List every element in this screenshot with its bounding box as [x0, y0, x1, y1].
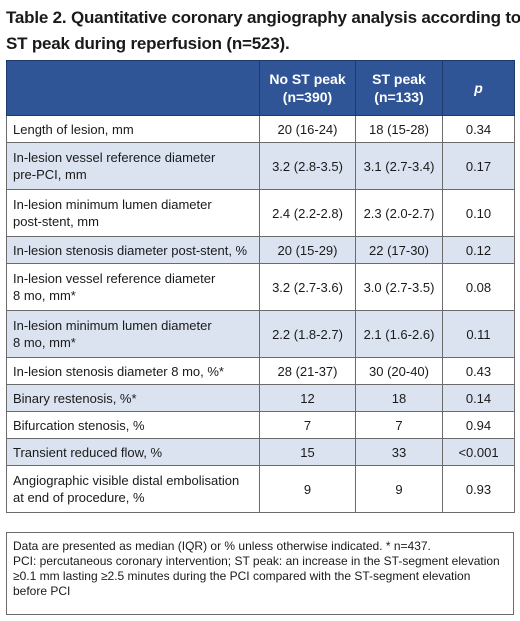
- cell-st-peak: 18: [355, 384, 443, 412]
- row-label-line-1: Angiographic visible distal embolisation: [13, 473, 240, 488]
- header-no-st-peak-n: (n=390): [282, 89, 333, 105]
- cell-no-st-peak: 20 (16-24): [259, 115, 356, 143]
- header-st-peak-name: ST peak: [372, 71, 426, 87]
- row-label-line-1: In-lesion vessel reference diameter: [13, 271, 216, 286]
- cell-p-value: <0.001: [442, 438, 515, 466]
- header-label: [6, 60, 260, 116]
- header-no-st-peak-name: No ST peak: [269, 71, 346, 87]
- footnote-line-4: before PCI: [13, 584, 71, 598]
- header-st-peak-n: (n=133): [374, 89, 424, 105]
- row-label-line-2: 8 mo, mm*: [13, 288, 76, 303]
- table-row: Angiographic visible distal embolisation…: [6, 465, 515, 513]
- cell-no-st-peak: 2.2 (1.8-2.7): [259, 310, 356, 358]
- footnote-line-3: ≥0.1 mm lasting ≥2.5 minutes during the …: [13, 569, 471, 583]
- row-label: Bifurcation stenosis, %: [6, 411, 260, 439]
- cell-p-value: 0.93: [442, 465, 515, 513]
- row-label: In-lesion minimum lumen diameter post-st…: [6, 189, 260, 237]
- footnote-line-2: PCI: percutaneous coronary intervention;…: [13, 554, 500, 568]
- cell-no-st-peak: 9: [259, 465, 356, 513]
- cell-no-st-peak: 28 (21-37): [259, 357, 356, 385]
- qca-table: No ST peak (n=390) ST peak (n=133) p Len…: [6, 60, 515, 513]
- row-label: Binary restenosis, %*: [6, 384, 260, 412]
- table-row: Transient reduced flow, % 15 33 <0.001: [6, 438, 515, 466]
- cell-no-st-peak: 7: [259, 411, 356, 439]
- table-row: Bifurcation stenosis, % 7 7 0.94: [6, 411, 515, 439]
- row-label: In-lesion vessel reference diameter pre-…: [6, 142, 260, 190]
- table-row: Binary restenosis, %* 12 18 0.14: [6, 384, 515, 412]
- table-row: In-lesion vessel reference diameter 8 mo…: [6, 263, 515, 311]
- cell-p-value: 0.11: [442, 310, 515, 358]
- footnote-line-1: Data are presented as median (IQR) or % …: [13, 539, 431, 553]
- table-row: Length of lesion, mm 20 (16-24) 18 (15-2…: [6, 115, 515, 143]
- table-row: In-lesion stenosis diameter post-stent, …: [6, 236, 515, 264]
- cell-p-value: 0.08: [442, 263, 515, 311]
- cell-st-peak: 3.1 (2.7-3.4): [355, 142, 443, 190]
- cell-p-value: 0.34: [442, 115, 515, 143]
- row-label-line-2: 8 mo, mm*: [13, 335, 76, 350]
- cell-st-peak: 7: [355, 411, 443, 439]
- row-label-line-1: In-lesion vessel reference diameter: [13, 150, 216, 165]
- cell-st-peak: 9: [355, 465, 443, 513]
- cell-no-st-peak: 20 (15-29): [259, 236, 356, 264]
- cell-st-peak: 2.3 (2.0-2.7): [355, 189, 443, 237]
- row-label: Length of lesion, mm: [6, 115, 260, 143]
- row-label-line-1: In-lesion minimum lumen diameter: [13, 197, 212, 212]
- table-footnote: Data are presented as median (IQR) or % …: [6, 532, 514, 615]
- row-label: Transient reduced flow, %: [6, 438, 260, 466]
- row-label: In-lesion vessel reference diameter 8 mo…: [6, 263, 260, 311]
- cell-no-st-peak: 3.2 (2.8-3.5): [259, 142, 356, 190]
- table-row: In-lesion minimum lumen diameter post-st…: [6, 189, 515, 237]
- cell-no-st-peak: 15: [259, 438, 356, 466]
- table-row: In-lesion minimum lumen diameter 8 mo, m…: [6, 310, 515, 358]
- table-header-row: No ST peak (n=390) ST peak (n=133) p: [6, 60, 515, 116]
- header-no-st-peak: No ST peak (n=390): [259, 60, 356, 116]
- table-row: In-lesion stenosis diameter 8 mo, %* 28 …: [6, 357, 515, 385]
- cell-no-st-peak: 3.2 (2.7-3.6): [259, 263, 356, 311]
- cell-p-value: 0.14: [442, 384, 515, 412]
- table-title-line-1: Table 2. Quantitative coronary angiograp…: [6, 8, 520, 27]
- row-label: In-lesion minimum lumen diameter 8 mo, m…: [6, 310, 260, 358]
- row-label-line-2: pre-PCI, mm: [13, 167, 87, 182]
- row-label-line-2: at end of procedure, %: [13, 490, 145, 505]
- cell-st-peak: 22 (17-30): [355, 236, 443, 264]
- cell-st-peak: 3.0 (2.7-3.5): [355, 263, 443, 311]
- table-title: Table 2. Quantitative coronary angiograp…: [6, 5, 520, 57]
- cell-p-value: 0.12: [442, 236, 515, 264]
- row-label: Angiographic visible distal embolisation…: [6, 465, 260, 513]
- cell-st-peak: 2.1 (1.6-2.6): [355, 310, 443, 358]
- row-label-line-2: post-stent, mm: [13, 214, 99, 229]
- table-row: In-lesion vessel reference diameter pre-…: [6, 142, 515, 190]
- cell-p-value: 0.94: [442, 411, 515, 439]
- cell-p-value: 0.17: [442, 142, 515, 190]
- cell-no-st-peak: 12: [259, 384, 356, 412]
- row-label: In-lesion stenosis diameter post-stent, …: [6, 236, 260, 264]
- cell-st-peak: 18 (15-28): [355, 115, 443, 143]
- cell-p-value: 0.10: [442, 189, 515, 237]
- header-st-peak: ST peak (n=133): [355, 60, 443, 116]
- row-label: In-lesion stenosis diameter 8 mo, %*: [6, 357, 260, 385]
- cell-st-peak: 33: [355, 438, 443, 466]
- cell-st-peak: 30 (20-40): [355, 357, 443, 385]
- row-label-line-1: In-lesion minimum lumen diameter: [13, 318, 212, 333]
- cell-p-value: 0.43: [442, 357, 515, 385]
- cell-no-st-peak: 2.4 (2.2-2.8): [259, 189, 356, 237]
- header-p-value: p: [442, 60, 515, 116]
- table-title-line-2: ST peak during reperfusion (n=523).: [6, 34, 290, 53]
